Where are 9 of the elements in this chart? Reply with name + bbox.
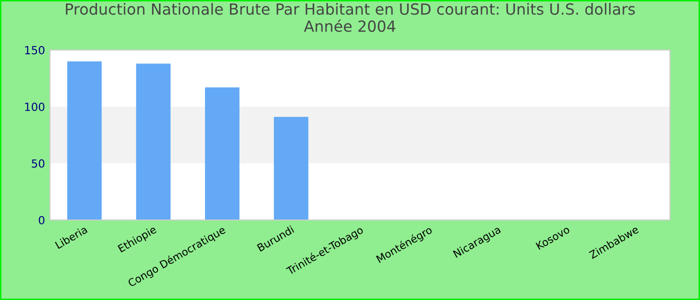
y-tick-label: 50 (32, 159, 44, 168)
y-tick-label: 100 (25, 102, 44, 112)
y-tick-label: 150 (25, 46, 44, 54)
y-tick-label: 0 (38, 216, 44, 224)
bar (136, 64, 171, 220)
bar (205, 87, 240, 220)
bar (67, 61, 102, 220)
chart-title: Production Nationale Brute Par Habitant en USD courant: Units U.S. dollars Année 2004 (66, 3, 635, 32)
bar (274, 116, 308, 220)
